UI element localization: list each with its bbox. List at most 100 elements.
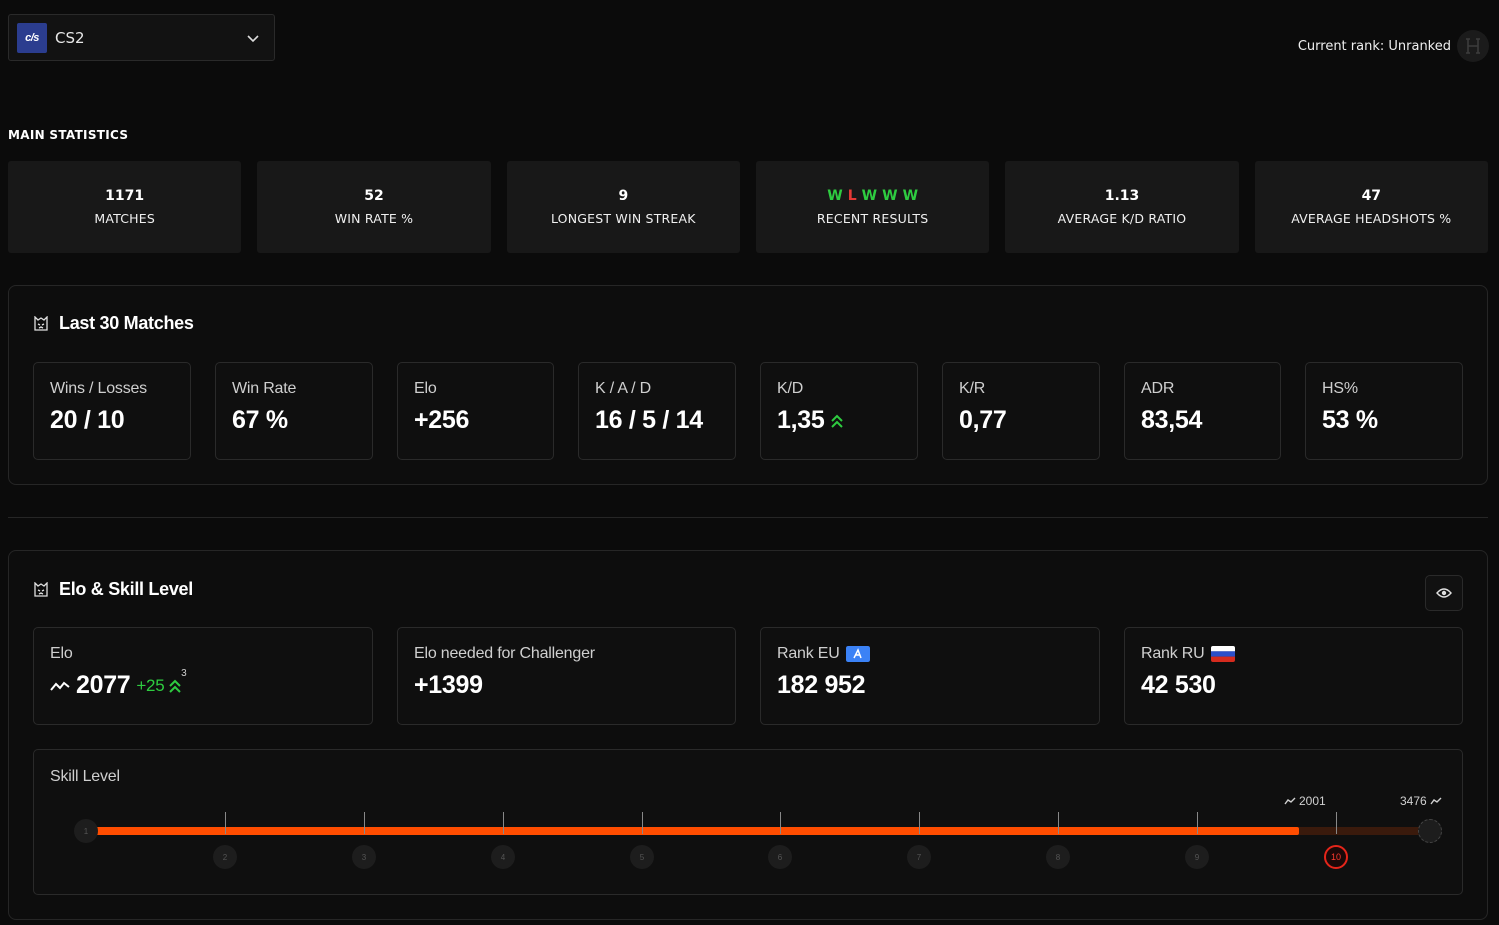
toggle-visibility-button[interactable] [1425, 575, 1463, 611]
divider [8, 517, 1488, 518]
skill-level-tick [642, 812, 643, 834]
skill-bar-fill [82, 827, 1299, 835]
skill-level-6-icon: 6 [768, 845, 792, 869]
skill-level-tick [1197, 812, 1198, 834]
cs2-logo-icon: c/s [17, 22, 47, 53]
card-label: Rank RU [1141, 645, 1205, 662]
skill-level-5-icon: 5 [630, 845, 654, 869]
double-chevron-up-icon [831, 414, 844, 428]
stat-value: 9 [618, 188, 629, 204]
card-value-row: 2077 +25 3 [50, 668, 356, 700]
card-label-row: Rank EU [777, 645, 1083, 663]
elo-skill-panel: Elo & Skill Level Elo 2077 +25 3 Elo nee… [8, 550, 1488, 920]
card-kad: K / A / D 16 / 5 / 14 [578, 362, 736, 460]
main-statistics: 1171 MATCHES 52 WIN RATE % 9 LONGEST WIN… [8, 161, 1488, 253]
skill-level-2-icon: 2 [213, 845, 237, 869]
stat-label: WIN RATE % [334, 211, 414, 226]
win-streak-count: 3 [181, 667, 187, 679]
card-value: 1,35 [777, 406, 825, 434]
stat-label: MATCHES [94, 211, 155, 226]
skill-track: 1 2 3 4 5 6 7 8 9 10 [54, 802, 1444, 872]
stat-label: AVERAGE HEADSHOTS % [1291, 211, 1452, 226]
skill-level-7-icon: 7 [907, 845, 931, 869]
stat-label: LONGEST WIN STREAK [550, 211, 696, 226]
card-hs: HS% 53 % [1305, 362, 1463, 460]
skill-level-9-icon: 9 [1185, 845, 1209, 869]
card-label: Elo [50, 645, 73, 662]
card-value: 16 / 5 / 14 [595, 406, 703, 434]
card-value: 83,54 [1141, 406, 1203, 434]
recent-result: L [847, 188, 857, 204]
card-value: +1399 [414, 671, 483, 699]
wolf-icon [34, 581, 48, 597]
stat-value: 52 [364, 188, 384, 204]
unranked-icon [1457, 30, 1489, 62]
card-value: 67 % [232, 406, 288, 434]
skill-level-10-icon: 10 [1324, 845, 1348, 869]
card-label-row: Rank RU [1141, 645, 1446, 663]
current-rank-label: Current rank: Unranked [1297, 38, 1451, 54]
trend-icon [1430, 797, 1442, 805]
card-value: 42 530 [1141, 671, 1216, 699]
main-statistics-title: MAIN STATISTICS [8, 128, 129, 142]
panel-title-text: Elo & Skill Level [59, 579, 193, 599]
game-name: CS2 [55, 28, 85, 47]
game-selector[interactable]: c/s CS2 [8, 14, 275, 61]
eye-icon [1436, 588, 1452, 598]
card-win-rate: Win Rate 67 % [215, 362, 373, 460]
elo-value: 2077 [76, 671, 131, 699]
stat-value: 1171 [105, 188, 145, 204]
card-label: HS% [1322, 380, 1358, 397]
card-label: Elo needed for Challenger [414, 645, 595, 662]
card-value: 20 / 10 [50, 406, 125, 434]
skill-level-8-icon: 8 [1046, 845, 1070, 869]
elo-marker-current: 2001 [1284, 794, 1326, 808]
stat-card-matches: 1171 MATCHES [8, 161, 242, 253]
card-value: 0,77 [959, 406, 1007, 434]
skill-level-3-icon: 3 [352, 845, 376, 869]
skill-level-tick [225, 812, 226, 834]
card-wins-losses: Wins / Losses 20 / 10 [33, 362, 191, 460]
skill-level-4-icon: 4 [491, 845, 515, 869]
challenger-level-icon [1418, 819, 1442, 843]
stat-card-kd-ratio: 1.13 AVERAGE K/D RATIO [1005, 161, 1239, 253]
card-label: K / A / D [595, 380, 652, 397]
stat-label: RECENT RESULTS [816, 211, 929, 226]
skill-level-card: Skill Level 2001 3476 1 2 3 4 5 6 7 8 9 10 [33, 749, 1463, 895]
skill-level-tick [364, 812, 365, 834]
card-kr: K/R 0,77 [942, 362, 1100, 460]
skill-level-tick [1058, 812, 1059, 834]
russia-flag-icon [1210, 646, 1235, 662]
card-kd: K/D 1,35 [760, 362, 918, 460]
wolf-icon [34, 315, 48, 331]
skill-level-tick [1336, 812, 1337, 834]
card-challenger: Elo needed for Challenger +1399 [397, 627, 736, 725]
card-rank-eu: Rank EU 182 952 [760, 627, 1100, 725]
card-label: ADR [1141, 380, 1175, 397]
card-rank-ru: Rank RU 42 530 [1124, 627, 1463, 725]
panel-title: Elo & Skill Level [33, 579, 193, 600]
elo-change: +25 3 [136, 668, 186, 696]
stat-card-recent-results: W L W W W RECENT RESULTS [755, 161, 990, 253]
panel-title-text: Last 30 Matches [59, 313, 194, 333]
card-label: Elo [414, 380, 437, 397]
last-30-cards: Wins / Losses 20 / 10 Win Rate 67 % Elo … [33, 362, 1463, 460]
current-rank: Current rank: Unranked [1298, 30, 1489, 62]
stat-card-longest-streak: 9 LONGEST WIN STREAK [506, 161, 740, 253]
card-value: 53 % [1322, 406, 1378, 434]
skill-level-tick [780, 812, 781, 834]
card-label: Rank EU [777, 645, 840, 662]
stat-value: 1.13 [1104, 188, 1140, 204]
stat-label: AVERAGE K/D RATIO [1057, 211, 1187, 226]
recent-result: W [861, 188, 878, 204]
skill-level-tick [503, 812, 504, 834]
trend-icon [50, 681, 70, 691]
elo-marker-max: 3476 [1400, 794, 1442, 808]
trend-icon [1284, 797, 1296, 805]
last-30-matches-panel: Last 30 Matches Wins / Losses 20 / 10 Wi… [8, 285, 1488, 485]
card-value: 182 952 [777, 671, 866, 699]
stat-value: 47 [1361, 188, 1382, 204]
marker-value: 3476 [1400, 794, 1427, 808]
card-label: K/R [959, 380, 986, 397]
recent-result: W [827, 188, 843, 204]
